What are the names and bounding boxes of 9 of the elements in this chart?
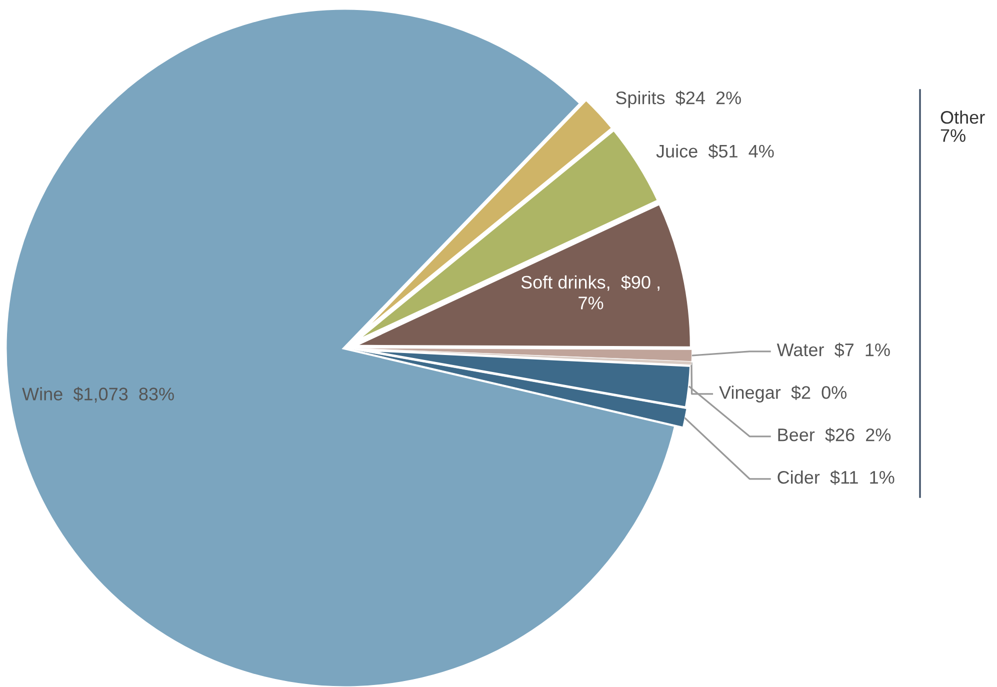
slice-label: Wine $1,073 83% [22, 386, 174, 403]
slice-label: Vinegar $2 0% [719, 385, 847, 402]
text: Other 7% [940, 110, 985, 142]
slice-label: Soft drinks, $90 , 7% [521, 275, 660, 310]
slice-label: Cider $11 1% [778, 470, 894, 485]
slice-label: Water $7 1% [776, 342, 890, 358]
slice-label: Spirits $24 2% [616, 90, 741, 108]
slice-label: Beer $26 2% [778, 428, 891, 442]
slice-label: Juice $51 4% [656, 144, 774, 159]
